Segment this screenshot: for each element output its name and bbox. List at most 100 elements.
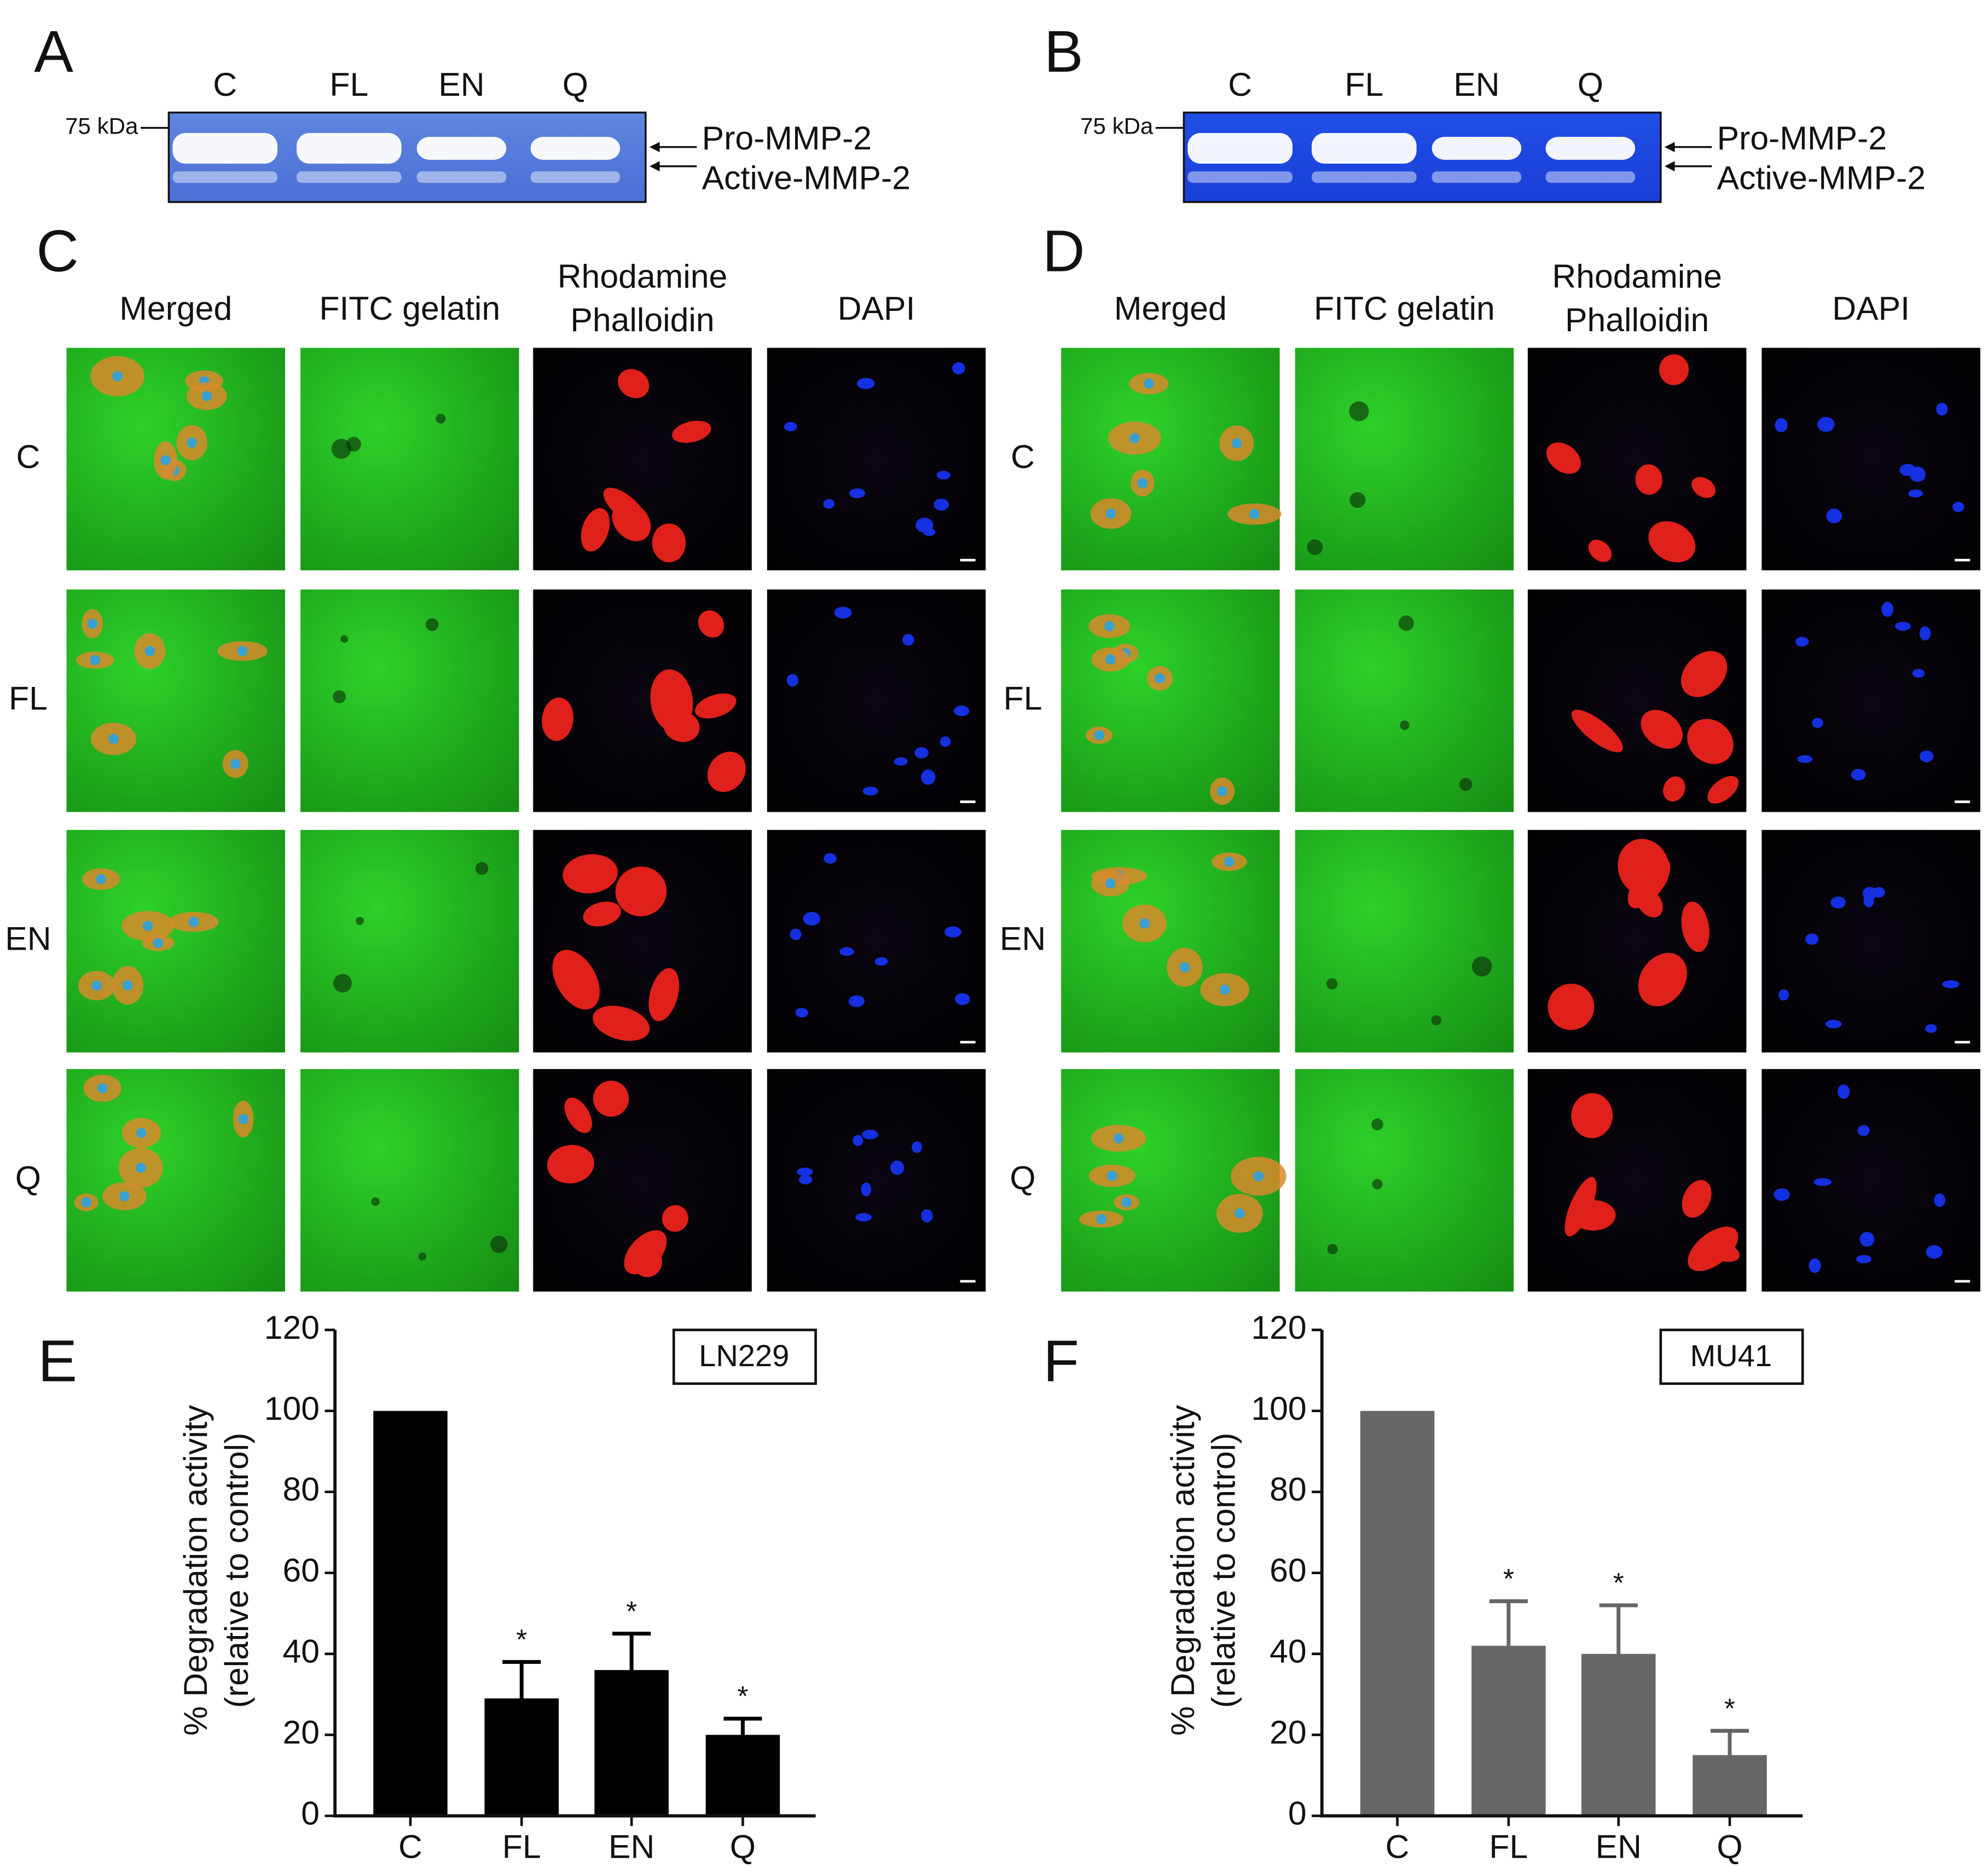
marker-label: 75 kDa [1080, 113, 1154, 139]
nucleus [1813, 1178, 1831, 1186]
cell [1571, 709, 1623, 753]
micrograph [66, 589, 286, 812]
micrograph [1295, 830, 1514, 1053]
nucleus [848, 995, 865, 1007]
nucleus [1817, 417, 1835, 432]
nucleus [1144, 378, 1154, 389]
nucleus [934, 499, 949, 511]
band [530, 136, 621, 160]
arrow-head [1664, 142, 1675, 153]
lane-label: Q [1578, 66, 1603, 103]
panel-label: F [1043, 1328, 1079, 1394]
column-header: Rhodamine [558, 257, 728, 294]
nucleus [1105, 654, 1116, 665]
nucleus [1094, 730, 1105, 741]
nucleus [136, 1128, 147, 1138]
degradation-spot [1349, 401, 1369, 421]
cell [1588, 540, 1612, 562]
panel-label: B [1044, 19, 1083, 84]
nucleus [955, 993, 970, 1005]
nucleus [856, 378, 875, 389]
nucleus [81, 1197, 92, 1207]
nucleus [798, 1175, 813, 1184]
cell [564, 1097, 592, 1133]
nucleus [97, 1083, 108, 1094]
row-label: C [16, 438, 40, 475]
panel-label: D [1042, 218, 1085, 284]
nucleus [1773, 1188, 1790, 1201]
nucleus [1155, 673, 1165, 684]
bar [1581, 1654, 1656, 1816]
nucleus [1096, 1213, 1107, 1224]
nucleus [824, 853, 837, 864]
degradation-spot [371, 1197, 380, 1206]
nucleus [797, 1167, 813, 1176]
nucleus [1107, 1170, 1117, 1181]
column-header: Rhodamine [1552, 257, 1722, 294]
nucleus [142, 921, 153, 931]
y-axis-label: (relative to control) [218, 1433, 255, 1708]
nucleus [954, 706, 970, 716]
cell [1691, 477, 1716, 498]
nucleus [790, 928, 802, 940]
micrograph [767, 589, 986, 812]
degradation-spot [1349, 492, 1366, 508]
nucleus [936, 471, 950, 480]
degradation-spot [1326, 978, 1338, 990]
cell [652, 523, 686, 563]
nucleus [1778, 989, 1789, 1001]
panel-label: E [38, 1328, 77, 1394]
cell [593, 1080, 629, 1117]
nucleus [1899, 464, 1916, 476]
label-box [1659, 1328, 1804, 1385]
band [297, 171, 402, 183]
nucleus [952, 362, 965, 374]
nucleus [894, 757, 908, 766]
micrograph [300, 1069, 519, 1292]
nucleus [862, 787, 878, 796]
nucleus [1826, 509, 1842, 523]
nucleus [921, 769, 936, 785]
lane-label: Q [563, 66, 588, 103]
nucleus [1217, 786, 1227, 796]
arrow-head [1664, 161, 1675, 172]
nucleus [890, 1160, 905, 1175]
nucleus [1249, 508, 1260, 519]
band-label: Pro-MMP-2 [702, 119, 872, 157]
cell [1571, 1093, 1613, 1138]
nucleus [237, 646, 248, 656]
panel-label: A [34, 19, 73, 84]
nucleus [849, 488, 866, 499]
cell [1641, 709, 1683, 749]
band-label: Pro-MMP-2 [1717, 119, 1887, 157]
bar [705, 1735, 780, 1816]
cell [1681, 901, 1709, 952]
band [1545, 171, 1636, 183]
column-header: FITC gelatin [1314, 290, 1495, 327]
nucleus [823, 499, 835, 509]
band [1187, 132, 1293, 164]
degradation-spot [1398, 615, 1414, 631]
row-label: FL [9, 679, 48, 716]
x-tick-label: EN [1596, 1828, 1642, 1865]
nucleus [1925, 1024, 1937, 1033]
nucleus [1919, 626, 1931, 641]
lane-label: EN [1453, 66, 1499, 103]
nucleus [201, 391, 212, 402]
degradation-spot [418, 1252, 427, 1261]
column-header: DAPI [1832, 290, 1910, 327]
band-label: Active-MMP-2 [702, 159, 911, 196]
nucleus [940, 736, 951, 747]
lane-label: FL [1344, 66, 1383, 103]
band [416, 136, 507, 160]
nucleus [1775, 418, 1788, 432]
nucleus [862, 1129, 878, 1140]
nucleus [914, 747, 929, 759]
cell [1547, 984, 1595, 1030]
micrograph [1295, 348, 1514, 570]
nucleus [786, 674, 799, 687]
y-tick-label: 120 [1251, 1309, 1306, 1346]
degradation-spot [1372, 1179, 1383, 1190]
degradation-spot [490, 1235, 508, 1253]
nucleus [1908, 489, 1923, 498]
